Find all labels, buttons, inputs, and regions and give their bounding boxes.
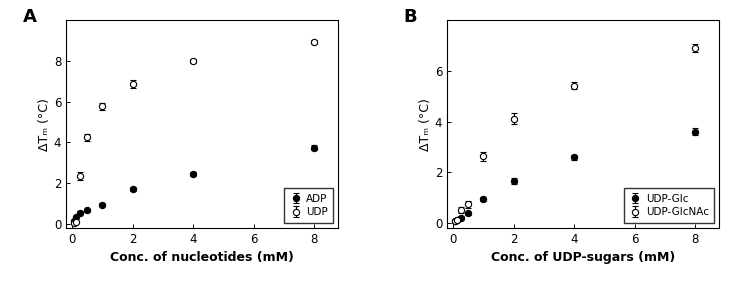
Text: A: A <box>23 8 37 26</box>
Text: B: B <box>404 8 417 26</box>
Y-axis label: ΔTₘ (°C): ΔTₘ (°C) <box>419 98 432 151</box>
Y-axis label: ΔTₘ (°C): ΔTₘ (°C) <box>38 98 51 151</box>
X-axis label: Conc. of UDP-sugars (mM): Conc. of UDP-sugars (mM) <box>491 251 675 264</box>
Legend: ADP, UDP: ADP, UDP <box>284 189 333 223</box>
X-axis label: Conc. of nucleotides (mM): Conc. of nucleotides (mM) <box>110 251 294 264</box>
Legend: UDP-Glc, UDP-GlcNAc: UDP-Glc, UDP-GlcNAc <box>624 189 714 223</box>
